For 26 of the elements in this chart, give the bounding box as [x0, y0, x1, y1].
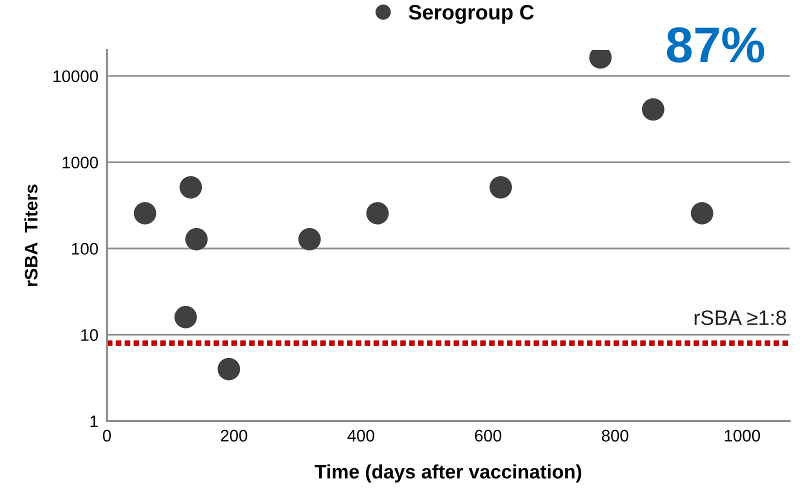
point	[642, 98, 664, 121]
x-tick-label: 600	[474, 430, 502, 442]
point	[690, 202, 714, 224]
point	[490, 176, 512, 198]
point	[174, 306, 197, 328]
y-tick-label: 10000	[54, 70, 98, 82]
point	[298, 228, 321, 250]
x-tick-label: 0	[102, 430, 111, 442]
x-tick-label: 800	[602, 430, 628, 442]
x-tick-label: 1000	[724, 430, 760, 442]
x-tick-label: 400	[347, 430, 374, 442]
y-axis-title: rSBA Titers	[24, 184, 38, 286]
x-axis-title: Time (days after vaccination)	[314, 464, 582, 482]
point	[366, 202, 389, 224]
annotation: 87%	[666, 27, 764, 63]
ref-line-label: rSBA ≥1:8	[694, 310, 786, 326]
y-tick-label: 1000	[62, 156, 98, 168]
point	[218, 358, 240, 380]
legend-label: Serogroup C	[408, 4, 534, 24]
y-tick-label: 10	[81, 329, 98, 341]
point	[180, 176, 202, 198]
y-tick-label: 1	[90, 416, 98, 428]
point	[134, 202, 156, 224]
x-tick-label: 200	[220, 430, 248, 442]
y-tick-label: 100	[72, 242, 98, 255]
point	[185, 228, 208, 250]
